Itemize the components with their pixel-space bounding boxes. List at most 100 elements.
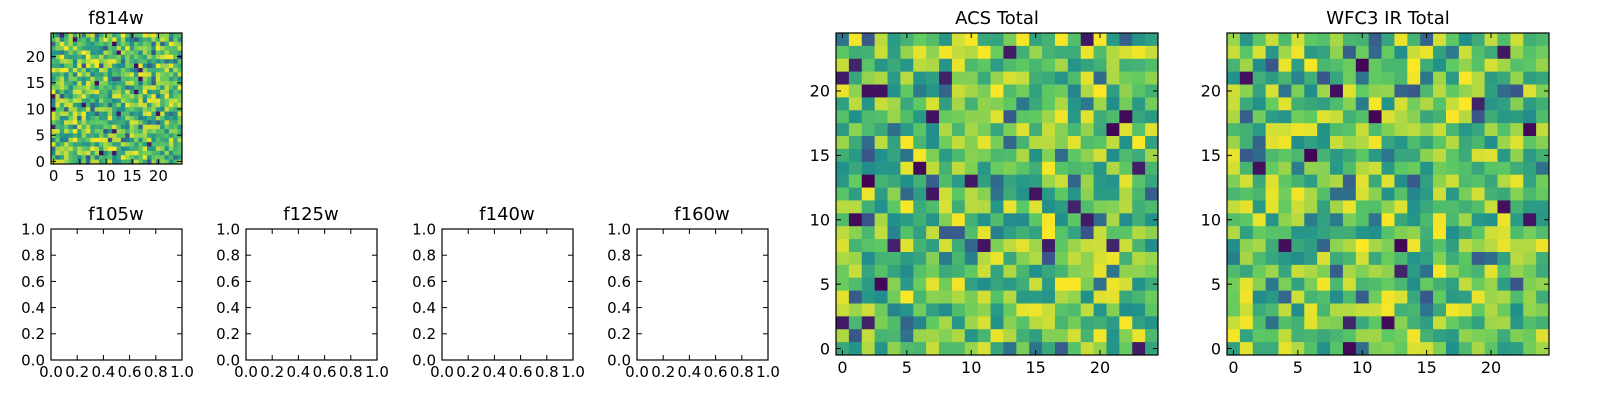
heatmap-cell (64, 67, 69, 73)
heatmap-cell (1536, 58, 1550, 72)
heatmap-cell (1536, 97, 1550, 111)
heatmap-cell (1093, 251, 1107, 266)
heatmap-cell (177, 129, 183, 134)
heatmap-cell (168, 46, 174, 51)
heatmap-cell (81, 124, 87, 130)
heatmap-cell (68, 33, 74, 38)
y-tick-label: 0.6 (412, 273, 436, 291)
heatmap-cell (1291, 239, 1305, 253)
heatmap-cell (1145, 33, 1159, 47)
heatmap-cell (129, 81, 135, 86)
heatmap-cell (1054, 213, 1069, 227)
heatmap-cell (116, 94, 122, 99)
heatmap-cell (1132, 213, 1146, 227)
heatmap-cell (1536, 226, 1550, 240)
heatmap-cell (836, 174, 850, 188)
heatmap-cell (90, 111, 96, 117)
heatmap-cell (133, 54, 139, 60)
heatmap-cell (151, 33, 157, 38)
heatmap-cell (1381, 342, 1395, 356)
heatmap-cell (107, 115, 113, 121)
heatmap-cell (94, 107, 100, 112)
heatmap-cell (1029, 110, 1043, 124)
heatmap-cell (939, 251, 953, 266)
heatmap-cell (85, 41, 91, 47)
heatmap-cell (129, 37, 135, 43)
heatmap-cell (1003, 84, 1017, 98)
heatmap-cell (1368, 187, 1382, 201)
heatmap-cell (107, 146, 113, 152)
heatmap-cell (1355, 264, 1370, 279)
heatmap-cell (1394, 33, 1408, 47)
x-tick-label: 0.0 (39, 363, 63, 381)
heatmap-cell (836, 303, 850, 317)
heatmap-cell (1355, 123, 1370, 137)
heatmap-cell (1368, 290, 1382, 304)
heatmap-cell (1042, 110, 1056, 124)
heatmap-cell (1132, 342, 1146, 356)
heatmap-cell (990, 161, 1004, 176)
heatmap-cell (94, 37, 100, 43)
heatmap-cell (1355, 200, 1370, 214)
heatmap-cell (926, 187, 940, 201)
heatmap-cell (1484, 45, 1498, 60)
heatmap-cell (120, 81, 126, 86)
heatmap-cell (1471, 71, 1485, 85)
heatmap-cell (55, 142, 61, 147)
heatmap-cell (926, 264, 940, 279)
heatmap-cell (151, 146, 157, 152)
heatmap-cell (1080, 58, 1094, 72)
heatmap-cell (112, 72, 117, 78)
x-tick-label: 0.6 (118, 363, 142, 381)
heatmap-cell (133, 41, 139, 47)
heatmap-cell (1145, 58, 1159, 72)
heatmap-cell (1304, 290, 1318, 304)
heatmap-cell (1119, 329, 1133, 343)
heatmap-cell (1304, 251, 1318, 266)
heatmap-cell (177, 94, 183, 99)
heatmap-cell (1106, 71, 1120, 85)
heatmap-cell (861, 33, 875, 47)
heatmap-cell (55, 89, 61, 95)
heatmap-cell (1003, 303, 1017, 317)
heatmap-cell (1119, 290, 1133, 304)
heatmap-cell (964, 33, 979, 47)
heatmap-cell (1093, 342, 1107, 356)
heatmap-cell (1093, 200, 1107, 214)
heatmap-cell (913, 316, 927, 330)
heatmap-cell (900, 123, 914, 137)
heatmap-cell (900, 136, 914, 150)
heatmap-cell (1278, 316, 1292, 330)
heatmap-cell (103, 50, 109, 56)
heatmap-cell (160, 150, 165, 156)
heatmap-cell (147, 67, 152, 73)
heatmap-cell (99, 33, 104, 38)
heatmap-cell (125, 54, 130, 60)
heatmap-cell (85, 155, 91, 160)
heatmap-cell (1016, 97, 1030, 111)
heatmap-cell (1080, 161, 1094, 176)
heatmap-cell (120, 102, 126, 108)
heatmap-cell (1433, 303, 1447, 317)
heatmap-cell (112, 129, 117, 134)
heatmap-cell (94, 85, 100, 91)
heatmap-cell (1029, 329, 1043, 343)
heatmap-cell (887, 239, 901, 253)
heatmap-cell (1145, 136, 1159, 150)
heatmap-cell (72, 120, 78, 126)
heatmap-cell (107, 46, 113, 51)
heatmap-cell (1042, 277, 1056, 291)
heatmap-cell (164, 111, 170, 117)
heatmap-cell (1484, 213, 1498, 227)
heatmap-cell (1420, 45, 1434, 60)
heatmap-cell (173, 146, 178, 152)
heatmap-cell (116, 41, 122, 47)
heatmap-cell (1394, 303, 1408, 317)
heatmap-cell (72, 133, 78, 139)
heatmap-cell (1106, 136, 1120, 150)
heatmap-cell (151, 142, 157, 147)
heatmap-cell (1484, 84, 1498, 98)
heatmap-cell (177, 54, 183, 60)
heatmap-cell (990, 290, 1004, 304)
heatmap-cell (133, 146, 139, 152)
